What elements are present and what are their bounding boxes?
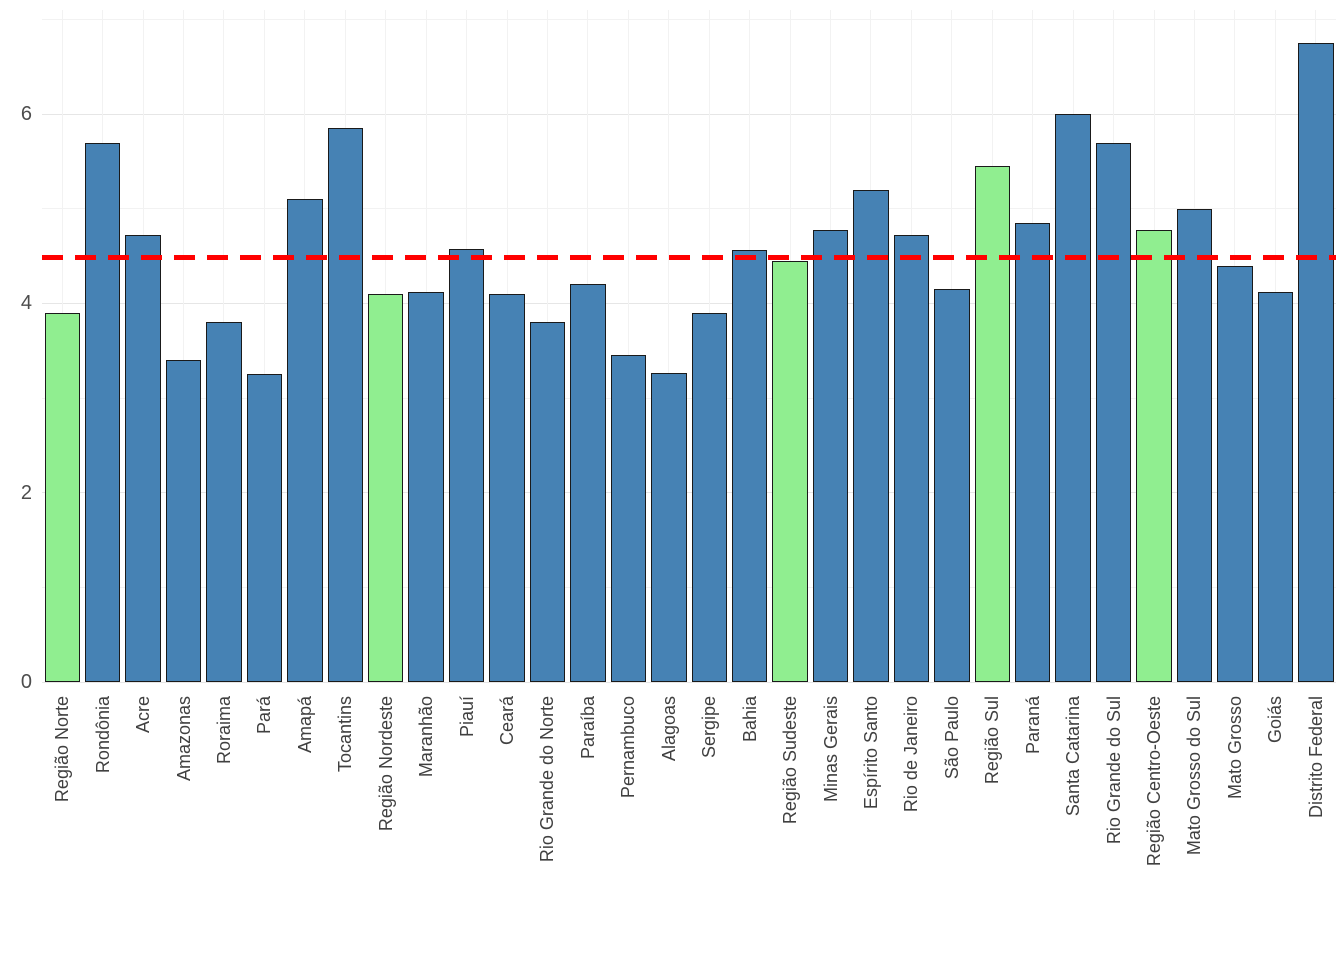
x-axis-label: Rondônia [92,696,113,774]
bar-tocantins [327,128,363,682]
bar-região-sudeste [772,260,808,682]
x-axis-label: Amapá [294,696,315,754]
x-axis-label: Maranhão [416,696,437,778]
bar-minas-gerais [812,229,849,682]
bar-paraíba [570,284,606,682]
gridline-major [42,113,1336,115]
x-axis-label: Mato Grosso do Sul [1184,696,1205,856]
y-axis-tick-label: 0 [20,671,32,693]
x-axis-label: Espírito Santo [860,696,881,810]
bar-amapá [287,199,323,682]
bar-rio-grande-do-norte [529,322,566,682]
bar-rio-grande-do-sul [1095,142,1132,682]
bar-alagoas [651,372,687,682]
bar-maranhão [408,292,444,682]
x-axis-label: Rio de Janeiro [901,696,922,813]
x-axis-label: Pará [254,696,275,735]
bar-santa-catarina [1055,114,1091,682]
bar-piauí [448,248,485,682]
bar-mato-grosso-do-sul [1176,208,1213,682]
bar-espírito-santo [853,189,889,682]
bar-bahia [731,250,768,682]
bar-acre [125,235,161,682]
bar-mato-grosso [1217,265,1253,682]
x-axis-label: Bahia [739,696,760,743]
x-axis-label: Região Centro-Oeste [1144,696,1165,867]
x-axis-label: Rio Grande do Norte [537,696,558,863]
bar-rondônia [84,142,121,682]
bar-goiás [1257,292,1294,682]
bar-pernambuco [610,355,647,682]
x-axis-label: Piauí [456,696,477,738]
bar-são-paulo [934,289,970,682]
x-axis-label: Amazonas [173,696,194,782]
bar-região-sul [974,166,1010,682]
x-axis-label: São Paulo [941,696,962,780]
bar-roraima [206,322,242,682]
bar-amazonas [165,360,202,682]
x-axis-label: Região Sudeste [780,696,801,825]
x-axis-label: Acre [133,696,154,734]
bar-rio-de-janeiro [893,235,930,682]
x-axis-label: Mato Grosso [1224,696,1245,800]
x-axis-label: Região Nordeste [375,696,396,832]
bar-região-centro-oeste [1136,229,1172,682]
x-axis-label: Paraná [1022,696,1043,755]
bar-região-nordeste [368,293,404,682]
x-axis-label: Paraíba [577,696,598,760]
x-axis-label: Minas Gerais [820,696,841,803]
x-axis-label: Região Norte [52,696,73,803]
x-axis-label: Rio Grande do Sul [1103,696,1124,845]
bar-distrito-federal [1298,43,1334,682]
bar-ceará [489,293,525,682]
x-axis-label: Roraima [213,696,234,765]
bar-região-norte [44,312,80,682]
y-axis-tick-label: 6 [20,103,32,126]
x-axis-label: Alagoas [658,696,679,762]
y-axis-tick-label: 2 [20,481,32,504]
bar-pará [246,374,283,682]
x-axis-label: Goiás [1265,696,1286,744]
x-axis-label: Região Sul [982,696,1003,785]
x-axis-label: Pernambuco [618,696,639,799]
gridline-minor [42,208,1336,210]
y-axis-tick-label: 4 [20,292,32,315]
gridline-minor [42,18,1336,20]
x-axis-label: Tocantins [335,696,356,773]
bar-paraná [1015,222,1051,682]
x-axis-label: Distrito Federal [1305,696,1326,819]
x-axis-label: Ceará [497,696,518,746]
x-axis-label: Sergipe [699,696,720,759]
bar-sergipe [691,312,727,682]
x-axis-label: Santa Catarina [1063,696,1084,817]
